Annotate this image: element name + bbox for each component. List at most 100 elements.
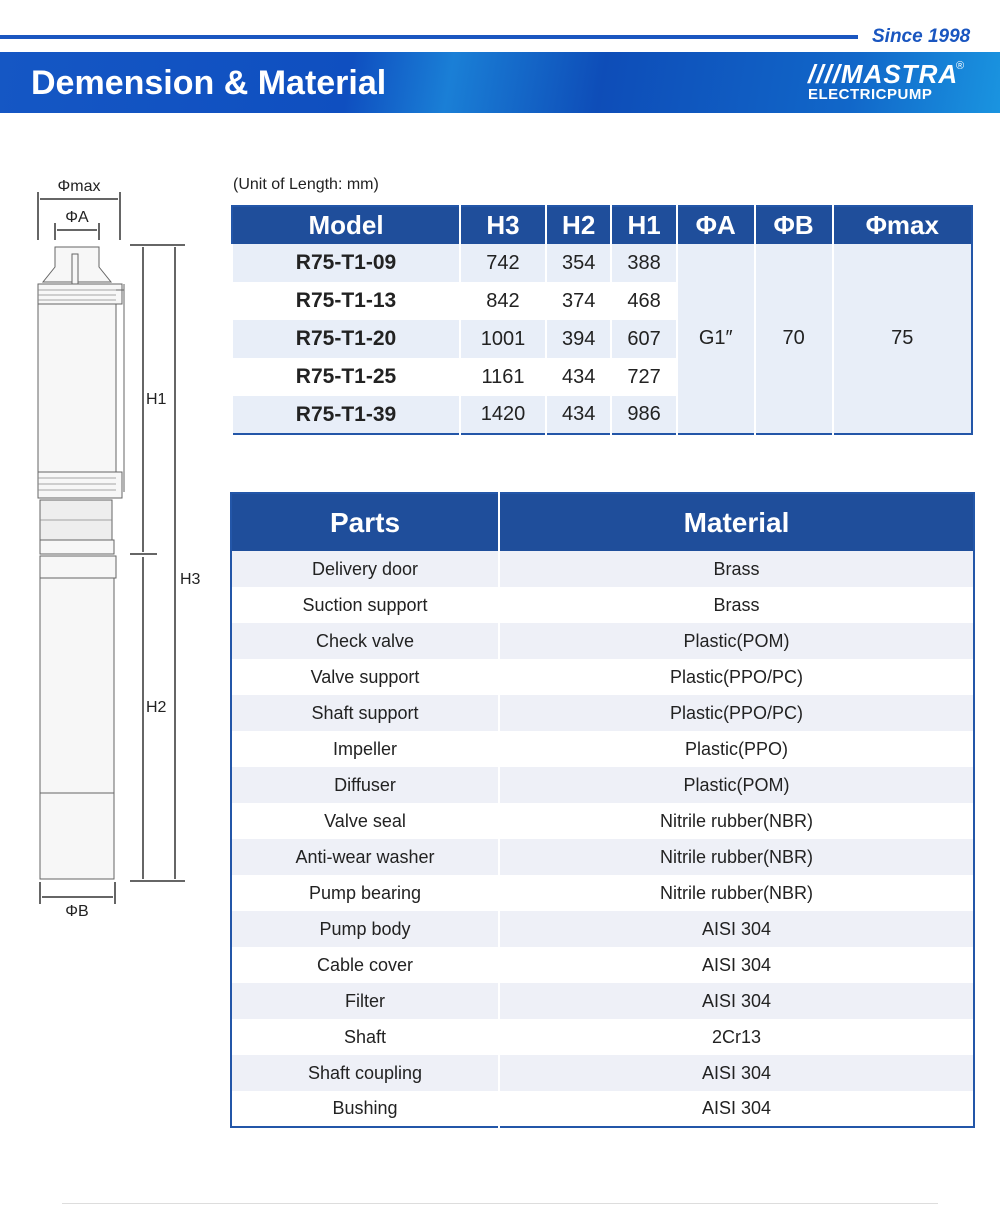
part-cell: Check valve bbox=[231, 623, 499, 659]
table-row: Shaft 2Cr13 bbox=[231, 1019, 974, 1055]
model-cell: R75-T1-13 bbox=[231, 282, 460, 320]
material-cell: Nitrile rubber(NBR) bbox=[498, 875, 974, 911]
model-cell: R75-T1-25 bbox=[231, 358, 460, 396]
part-cell: Shaft bbox=[343, 1026, 387, 1047]
title-banner: Demension & Material ////MASTRA ELECTRIC… bbox=[0, 52, 1000, 113]
material-cell: Plastic(POM) bbox=[498, 767, 974, 803]
table-row: Delivery door Brass bbox=[231, 551, 974, 587]
table-row: Cable cover AISI 304 bbox=[231, 947, 974, 983]
part-cell: Diffuser bbox=[231, 767, 499, 803]
dimension-header-row: Model H3 H2 H1 ΦA ΦB Φmax bbox=[232, 206, 972, 244]
h1-label: H1 bbox=[146, 391, 167, 408]
table-row: Check valve Plastic(POM) bbox=[231, 623, 974, 659]
h3-label: H3 bbox=[180, 571, 201, 588]
material-cell: AISI 304 bbox=[498, 1091, 974, 1127]
part-cell: Pump bearing bbox=[308, 882, 422, 903]
part-cell: Bushing bbox=[332, 1098, 398, 1118]
col-header-h1: H1 bbox=[610, 206, 677, 244]
col-header-phib: ΦB bbox=[753, 206, 833, 244]
material-cell: AISI 304 bbox=[498, 947, 974, 983]
value-cell: 842 bbox=[459, 282, 546, 320]
value-cell: 468 bbox=[610, 282, 677, 320]
model-cell: R75-T1-09 bbox=[231, 244, 460, 282]
material-cell: AISI 304 bbox=[498, 983, 974, 1019]
table-row: R75-T1-20 1001 394 607 bbox=[231, 320, 972, 358]
material-cell: Plastic(PPO/PC) bbox=[498, 659, 974, 695]
table-row: Shaft support Plastic(PPO/PC) bbox=[231, 695, 974, 731]
logo-subtitle: ELECTRICPUMP bbox=[808, 86, 933, 103]
value-cell: 434 bbox=[544, 396, 612, 434]
since-label: Since 1998 bbox=[872, 26, 971, 47]
value-cell: 394 bbox=[544, 320, 612, 358]
phib-label: ΦB bbox=[65, 903, 88, 920]
part-cell: Filter bbox=[231, 983, 499, 1019]
material-header-row: Parts Material bbox=[231, 493, 974, 551]
model-cell: R75-T1-20 bbox=[231, 320, 460, 358]
registered-mark: ® bbox=[956, 60, 965, 72]
table-row: Valve seal Nitrile rubber(NBR) bbox=[231, 803, 974, 839]
material-cell: Plastic(PPO/PC) bbox=[498, 695, 974, 731]
col-header-phia: ΦA bbox=[675, 206, 755, 244]
h2-label: H2 bbox=[146, 699, 167, 716]
value-cell: 1161 bbox=[459, 358, 546, 396]
phib-cell: 70 bbox=[753, 244, 833, 434]
table-row: Bushing AISI 304 bbox=[231, 1091, 974, 1127]
phia-label: ΦA bbox=[65, 209, 89, 226]
table-row: Impeller Plastic(PPO) bbox=[231, 731, 974, 767]
part-cell: Shaft coupling bbox=[231, 1055, 499, 1091]
value-cell: 354 bbox=[544, 244, 612, 282]
material-table: Parts Material Delivery door Brass Suction… bbox=[230, 492, 975, 1128]
value-cell: 986 bbox=[610, 396, 677, 434]
material-cell: Nitrile rubber(NBR) bbox=[498, 839, 974, 875]
part-cell: Impeller bbox=[332, 738, 398, 759]
material-cell: AISI 304 bbox=[498, 1055, 974, 1091]
col-header-h2: H2 bbox=[544, 206, 612, 244]
table-row: R75-T1-25 1161 434 727 bbox=[231, 358, 972, 396]
table-row: Anti-wear washer Nitrile rubber(NBR) bbox=[231, 839, 974, 875]
pump-drawing: Φmax ΦA H1 H2 H3 ΦB bbox=[37, 178, 201, 920]
part-cell: Shaft support bbox=[231, 695, 499, 731]
material-cell: AISI 304 bbox=[498, 911, 974, 947]
table-row: Pump bearing Nitrile rubber(NBR) bbox=[231, 875, 974, 911]
phia-cell: G1″ bbox=[675, 244, 755, 434]
col-header-model: Model bbox=[232, 206, 460, 244]
table-row: R75-T1-39 1420 434 986 bbox=[231, 396, 972, 434]
table-row: Pump body AISI 304 bbox=[231, 911, 974, 947]
part-cell: Cable cover bbox=[316, 954, 414, 975]
brand-logo: ////MASTRA ELECTRICPUMP ® bbox=[808, 59, 964, 103]
phimax-cell: 75 bbox=[831, 244, 972, 434]
part-cell: Valve support bbox=[310, 666, 420, 687]
value-cell: 388 bbox=[610, 244, 677, 282]
page-title: Demension & Material bbox=[31, 64, 387, 102]
material-cell: Plastic(PPO) bbox=[498, 731, 974, 767]
value-cell: 1420 bbox=[459, 396, 546, 434]
material-cell: Brass bbox=[498, 587, 974, 623]
table-row: Shaft coupling AISI 304 bbox=[231, 1055, 974, 1091]
value-cell: 607 bbox=[610, 320, 677, 358]
phimax-label: Φmax bbox=[58, 178, 101, 195]
value-cell: 1001 bbox=[459, 320, 546, 358]
part-cell: Delivery door bbox=[231, 551, 499, 587]
col-header-material: Material bbox=[498, 493, 974, 551]
value-cell: 434 bbox=[544, 358, 612, 396]
dimension-table: Model H3 H2 H1 ΦA ΦB Φmax R75-T1-09 742 35… bbox=[231, 205, 973, 435]
material-cell: Brass bbox=[498, 551, 974, 587]
col-header-phimax: Φmax bbox=[831, 206, 972, 244]
logo-mark: ////MASTRA bbox=[808, 59, 959, 89]
part-cell: Pump body bbox=[231, 911, 499, 947]
material-cell: Plastic(POM) bbox=[498, 623, 974, 659]
table-row: Suction support Brass bbox=[231, 587, 974, 623]
footer-rule bbox=[62, 1203, 938, 1204]
part-cell: Valve seal bbox=[324, 810, 406, 831]
value-cell: 374 bbox=[544, 282, 612, 320]
table-row: R75-T1-09 742 354 388 G1″ 70 75 bbox=[231, 244, 972, 434]
unit-note: (Unit of Length: mm) bbox=[233, 176, 379, 193]
header-rule bbox=[0, 35, 858, 39]
col-header-h3: H3 bbox=[459, 206, 546, 244]
table-row: Filter AISI 304 bbox=[231, 983, 974, 1019]
part-cell: Suction support bbox=[302, 594, 428, 615]
table-row: Diffuser Plastic(POM) bbox=[231, 767, 974, 803]
material-cell: 2Cr13 bbox=[498, 1019, 974, 1055]
value-cell: 742 bbox=[459, 244, 546, 282]
part-cell: Anti-wear washer bbox=[231, 839, 499, 875]
